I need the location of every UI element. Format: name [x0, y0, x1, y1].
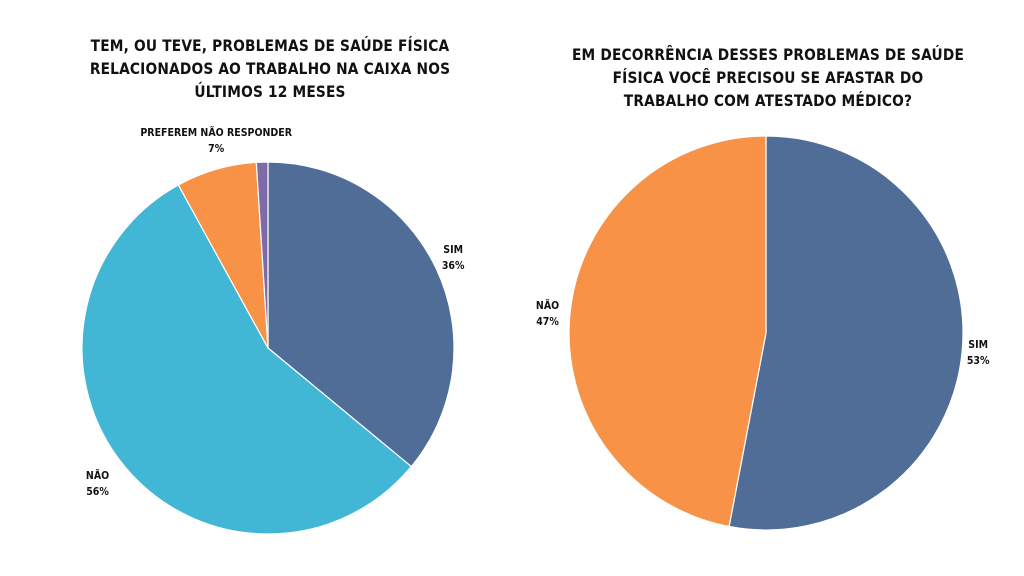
slice-percent: 7% — [208, 142, 225, 155]
slice-label-nao: NÃO 56% — [86, 468, 109, 500]
slice-percent: 56% — [86, 485, 109, 498]
slice-label-nao: NÃO 47% — [536, 298, 559, 330]
chart-medical-leave: EM DECORRÊNCIA DESSES PROBLEMAS DE SAÚDE… — [512, 0, 1024, 576]
slice-name: SIM — [968, 338, 989, 351]
pie-slice-other-3 — [255, 161, 269, 349]
pie-slice-sim — [267, 161, 455, 468]
chart-title: TEM, OU TEVE, PROBLEMAS DE SAÚDE FÍSICA … — [89, 36, 451, 101]
slice-label-sim: SIM 53% — [967, 337, 990, 369]
pie-chart — [568, 135, 964, 531]
slice-label-prefer-not-answer: PREFEREM NÃO RESPONDER 7% — [140, 125, 292, 157]
slice-name: SIM — [443, 243, 464, 256]
slice-percent: 53% — [966, 354, 990, 367]
slice-name: NÃO — [535, 299, 560, 312]
slice-percent: 47% — [536, 315, 559, 328]
slice-label-sim: SIM 36% — [442, 242, 465, 274]
chart-work-health-problems: TEM, OU TEVE, PROBLEMAS DE SAÚDE FÍSICA … — [81, 36, 465, 535]
pie-slice-sim — [728, 135, 964, 531]
slice-percent: 36% — [441, 259, 465, 272]
chart-title: EM DECORRÊNCIA DESSES PROBLEMAS DE SAÚDE… — [571, 45, 965, 110]
slice-name: PREFEREM NÃO RESPONDER — [140, 126, 293, 139]
pie-slice-nao — [81, 184, 413, 535]
pie-chart — [81, 161, 455, 535]
slice-name: NÃO — [85, 469, 110, 482]
pie-slice-nao — [568, 135, 767, 528]
